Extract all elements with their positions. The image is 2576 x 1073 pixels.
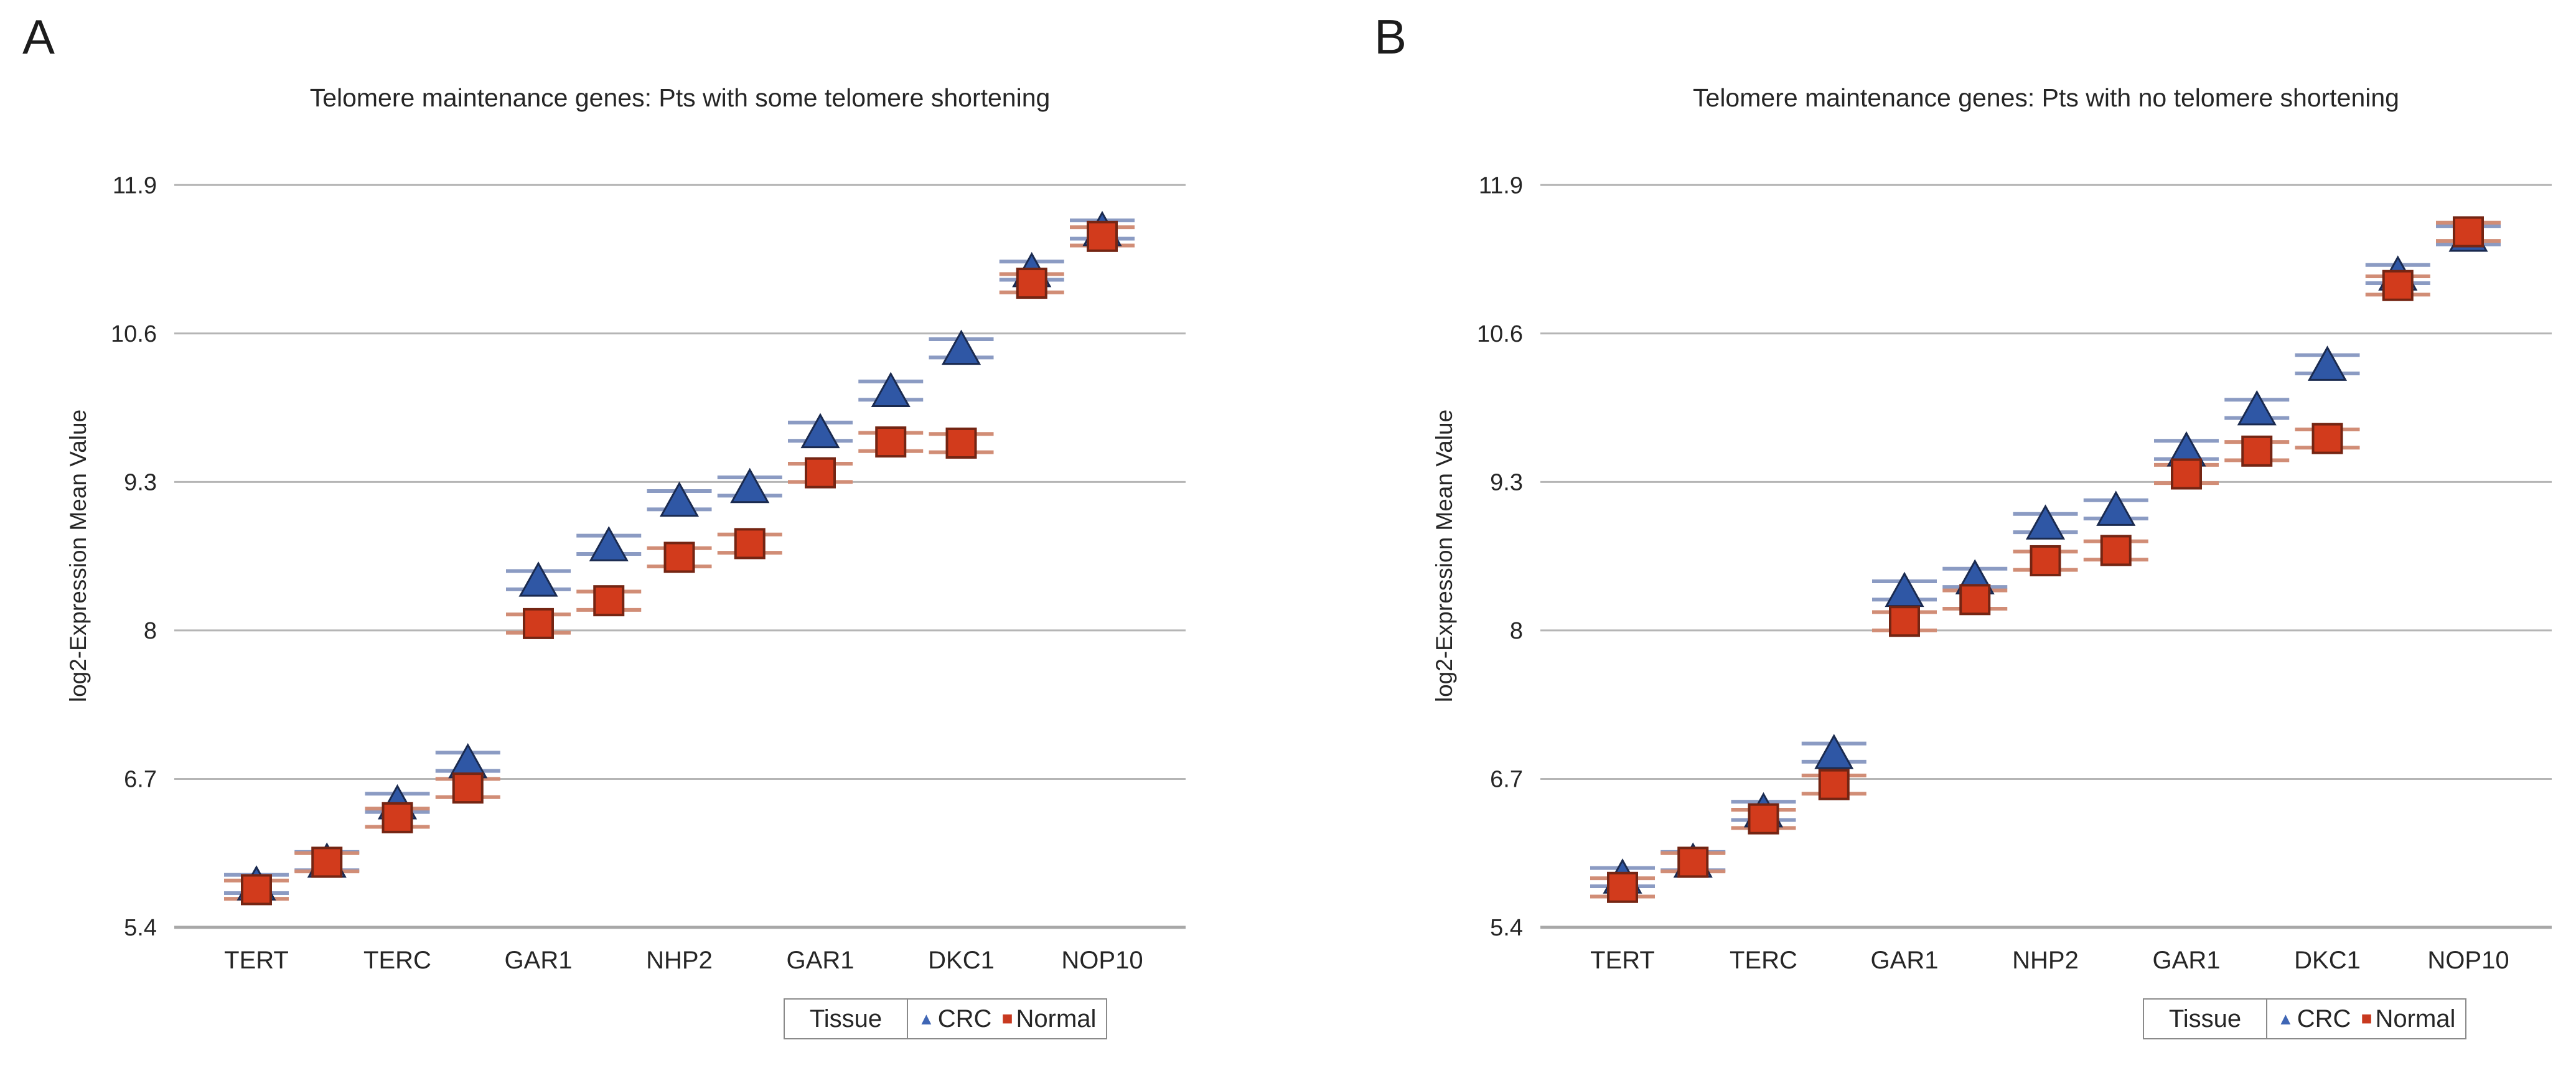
crc-data-point (1814, 734, 1854, 769)
normal-data-point (2382, 269, 2414, 301)
x-category-label: NOP10 (1061, 947, 1143, 974)
normal-square-icon: ■ (1001, 1008, 1013, 1029)
crc-data-point (518, 561, 558, 597)
panel-label-b: B (1374, 9, 1407, 64)
normal-square-icon: ■ (2361, 1008, 2372, 1029)
plot-area-b: 11.9 10.6 9.3 8 6.7 5.4 TERT TERC GAR1 NHP2 GAR1 DK… (1477, 172, 2552, 974)
panel-a: A Telomere maintenance genes: Pts with s… (22, 9, 1186, 1039)
normal-data-point (805, 457, 836, 489)
y-tick-label: 5.4 (124, 915, 157, 941)
legend-items: ▲ CRC ■ Normal (908, 1000, 1106, 1038)
normal-data-point (2030, 545, 2061, 576)
crc-data-point (2237, 390, 2277, 426)
x-category-label: GAR1 (787, 947, 855, 974)
crc-data-point (589, 526, 629, 561)
x-category-label: TERC (1730, 947, 1797, 974)
normal-data-point (734, 528, 766, 560)
x-category-label: GAR1 (1871, 947, 1939, 974)
normal-data-point (523, 607, 554, 639)
y-tick-label: 8 (1510, 618, 1523, 644)
legend-title: Tissue (785, 1000, 908, 1038)
crc-data-point (1885, 571, 1924, 607)
legend-a: Tissue ▲ CRC ■ Normal (784, 998, 1108, 1039)
crc-data-point (2307, 345, 2348, 381)
normal-data-point (241, 874, 272, 906)
y-tick-label: 6.7 (1490, 766, 1523, 792)
normal-data-point (1607, 871, 1638, 903)
normal-data-point (875, 426, 907, 458)
normal-data-point (663, 541, 695, 573)
crc-data-point (448, 743, 488, 779)
legend-label-crc: CRC (2297, 1005, 2351, 1033)
normal-data-point (1748, 803, 1779, 835)
normal-data-point (2171, 458, 2202, 490)
legend-label-crc: CRC (937, 1005, 992, 1033)
crc-data-point (800, 413, 840, 449)
x-category-label: GAR1 (505, 947, 573, 974)
x-category-label: TERC (363, 947, 431, 974)
crc-data-point (659, 481, 700, 517)
normal-data-point (311, 846, 343, 878)
y-tick-label: 6.7 (124, 766, 157, 792)
panel-b: B Telomere maintenance genes: Pts with n… (1288, 0, 2576, 1073)
y-tick-label: 10.6 (1477, 321, 1523, 347)
normal-data-point (1889, 606, 1920, 637)
crc-data-point (2025, 504, 2066, 540)
crc-data-point (730, 467, 770, 504)
plot-area-a: 11.9 10.6 9.3 8 6.7 5.4 TERT TERC GAR1 NHP2 GAR1 DK… (111, 172, 1186, 974)
crc-triangle-icon: ▲ (2277, 1009, 2294, 1028)
normal-data-point (1959, 584, 1991, 616)
x-category-label: NOP10 (2427, 947, 2509, 974)
chart-title-a: Telomere maintenance genes: Pts with som… (309, 83, 1051, 112)
y-tick-label: 9.3 (124, 469, 157, 495)
normal-data-point (1818, 769, 1850, 800)
normal-data-point (452, 772, 484, 804)
x-category-label: DKC1 (928, 947, 995, 974)
legend-title: Tissue (2144, 1000, 2267, 1038)
x-category-label: TERT (1590, 947, 1655, 974)
y-tick-label: 5.4 (1490, 915, 1523, 941)
legend-b: Tissue ▲ CRC ■ Normal (2143, 998, 2467, 1039)
normal-data-point (1087, 220, 1118, 252)
y-tick-label: 11.9 (113, 172, 157, 199)
normal-data-point (382, 802, 413, 833)
normal-data-point (1677, 846, 1709, 878)
crc-data-point (941, 329, 981, 365)
normal-data-point (945, 427, 977, 459)
x-category-label: NHP2 (646, 947, 713, 974)
normal-data-point (593, 585, 625, 617)
legend-label-normal: Normal (2375, 1005, 2456, 1033)
x-category-label: TERT (224, 947, 289, 974)
y-tick-label: 9.3 (1490, 469, 1523, 495)
normal-data-point (2100, 535, 2132, 566)
y-tick-label: 10.6 (111, 321, 157, 347)
crc-data-point (871, 372, 911, 408)
crc-data-point (2096, 490, 2136, 526)
normal-data-point (2453, 216, 2484, 248)
normal-data-point (2241, 435, 2273, 467)
y-tick-label: 11.9 (1479, 172, 1523, 199)
normal-data-point (2311, 423, 2343, 454)
legend-label-normal: Normal (1016, 1005, 1097, 1033)
y-tick-label: 8 (144, 618, 157, 644)
crc-triangle-icon: ▲ (918, 1009, 935, 1028)
chart-title-b: Telomere maintenance genes: Pts with no … (1693, 83, 2399, 112)
x-category-label: GAR1 (2153, 947, 2221, 974)
legend-items: ▲ CRC ■ Normal (2267, 1000, 2465, 1038)
x-category-label: NHP2 (2012, 947, 2079, 974)
panel-label-a: A (22, 9, 55, 64)
normal-data-point (1016, 268, 1047, 299)
x-category-label: DKC1 (2294, 947, 2361, 974)
